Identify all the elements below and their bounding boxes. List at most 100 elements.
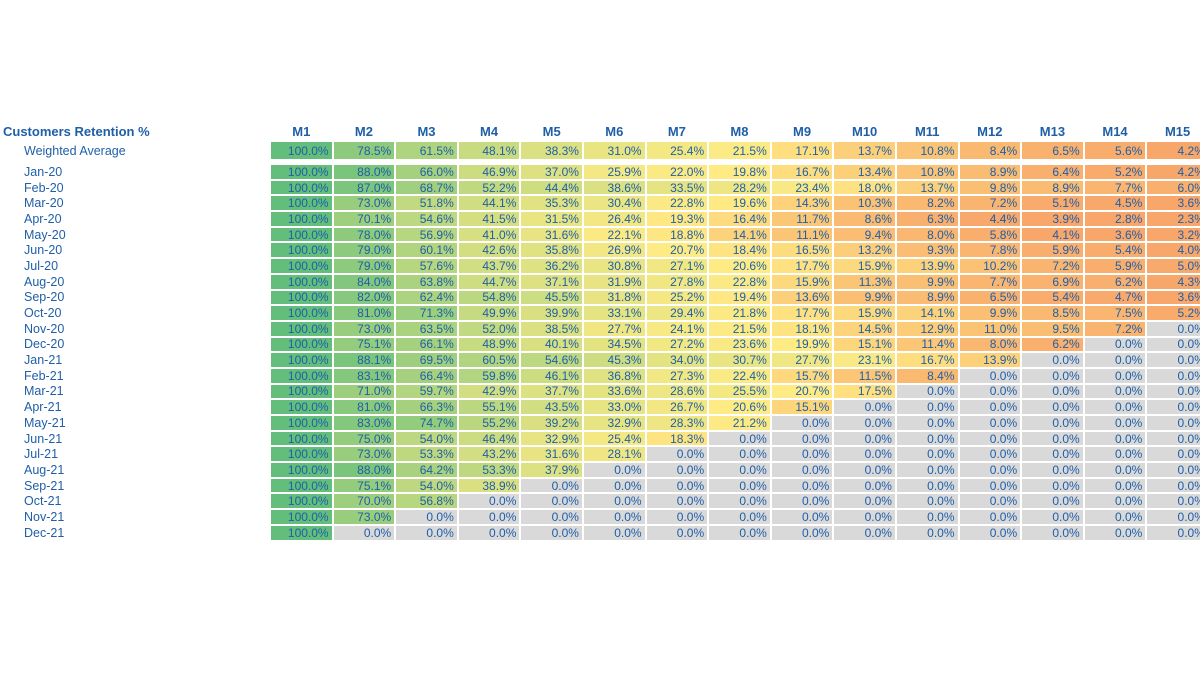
cohort-row[interactable]: Jul-20 100.0% 79.0% 57.6% 43.7% 36.2% 30.8% 27.…	[0, 258, 1200, 274]
retention-cell[interactable]: 0.0%	[645, 509, 709, 525]
retention-cell[interactable]: 0.0%	[833, 415, 896, 431]
retention-cell[interactable]: 32.9%	[582, 415, 646, 431]
retention-cell[interactable]: 13.7%	[895, 179, 959, 196]
retention-cell[interactable]: 49.9%	[457, 305, 521, 321]
retention-cell[interactable]: 9.3%	[895, 242, 959, 259]
retention-cell[interactable]: 38.6%	[582, 179, 646, 196]
retention-cell[interactable]: 22.1%	[582, 226, 646, 243]
retention-cell[interactable]: 5.0%	[1146, 258, 1200, 274]
retention-cell[interactable]: 2.3%	[1146, 211, 1200, 227]
retention-cell[interactable]: 0.0%	[895, 462, 959, 478]
retention-cell[interactable]: 5.8%	[958, 226, 1022, 243]
retention-cell[interactable]: 75.1%	[332, 477, 396, 494]
retention-cell[interactable]: 0.0%	[895, 430, 959, 447]
retention-cell[interactable]: 0.0%	[1021, 367, 1084, 384]
retention-cell[interactable]: 43.2%	[457, 446, 521, 463]
retention-cell[interactable]: 0.0%	[895, 415, 959, 431]
cohort-row[interactable]: May-20 100.0% 78.0% 56.9% 41.0% 31.6% 22.1% 18.…	[0, 226, 1200, 243]
retention-cell[interactable]: 81.0%	[332, 399, 396, 415]
retention-cell[interactable]: 4.0%	[1146, 242, 1200, 259]
retention-cell[interactable]: 0.0%	[395, 524, 458, 541]
retention-cell[interactable]: 100.0%	[270, 289, 333, 306]
retention-cell[interactable]: 0.0%	[833, 509, 896, 525]
retention-cell[interactable]: 0.0%	[833, 462, 896, 478]
retention-cell[interactable]: 5.4%	[1021, 289, 1084, 306]
retention-cell[interactable]: 60.1%	[395, 242, 458, 259]
retention-cell[interactable]: 63.5%	[395, 320, 458, 337]
cohort-row[interactable]: Jun-20 100.0% 79.0% 60.1% 42.6% 35.8% 26.9% 20.…	[0, 242, 1200, 259]
retention-cell[interactable]: 4.2%	[1146, 164, 1200, 180]
retention-cell[interactable]: 0.0%	[457, 509, 521, 525]
column-header-m13[interactable]: M13	[1039, 124, 1066, 139]
retention-cell[interactable]: 79.0%	[332, 242, 396, 259]
retention-cell[interactable]: 0.0%	[645, 446, 709, 463]
retention-cell[interactable]: 19.9%	[770, 336, 834, 353]
retention-cell[interactable]: 0.0%	[770, 462, 834, 478]
cohort-row[interactable]: Feb-21 100.0% 83.1% 66.4% 59.8% 46.1% 36.8% 27.…	[0, 367, 1200, 384]
retention-cell[interactable]: 19.8%	[708, 164, 771, 180]
retention-cell[interactable]: 60.5%	[457, 352, 521, 368]
retention-cell[interactable]: 38.5%	[520, 320, 583, 337]
retention-cell[interactable]: 52.0%	[457, 320, 521, 337]
retention-cell[interactable]: 6.5%	[1021, 141, 1084, 160]
retention-cell[interactable]: 46.1%	[520, 367, 583, 384]
retention-cell[interactable]: 100.0%	[270, 446, 333, 463]
retention-cell[interactable]: 23.1%	[833, 352, 896, 368]
retention-cell[interactable]: 42.9%	[457, 383, 521, 400]
retention-cell[interactable]: 0.0%	[1146, 352, 1200, 368]
retention-cell[interactable]: 0.0%	[770, 477, 834, 494]
retention-cell[interactable]: 16.7%	[770, 164, 834, 180]
retention-cell[interactable]: 11.0%	[958, 320, 1022, 337]
retention-cell[interactable]: 44.1%	[457, 195, 521, 212]
retention-cell[interactable]: 2.8%	[1083, 211, 1147, 227]
retention-cell[interactable]: 21.8%	[708, 305, 771, 321]
retention-cell[interactable]: 38.3%	[520, 141, 583, 160]
column-header-m9[interactable]: M9	[793, 124, 812, 139]
retention-cell[interactable]: 83.0%	[332, 415, 396, 431]
retention-cell[interactable]: 5.2%	[1146, 305, 1200, 321]
retention-cell[interactable]: 5.4%	[1083, 242, 1147, 259]
retention-cell[interactable]: 9.9%	[895, 273, 959, 290]
retention-cell[interactable]: 44.4%	[520, 179, 583, 196]
retention-cell[interactable]: 0.0%	[958, 415, 1022, 431]
retention-cell[interactable]: 3.2%	[1146, 226, 1200, 243]
retention-cell[interactable]: 0.0%	[958, 493, 1022, 510]
retention-cell[interactable]: 26.7%	[645, 399, 709, 415]
retention-cell[interactable]: 0.0%	[1083, 415, 1147, 431]
retention-cell[interactable]: 26.4%	[582, 211, 646, 227]
retention-cell[interactable]: 25.4%	[645, 141, 709, 160]
retention-cell[interactable]: 6.0%	[1146, 179, 1200, 196]
retention-cell[interactable]: 3.6%	[1083, 226, 1147, 243]
retention-cell[interactable]: 31.6%	[520, 446, 583, 463]
retention-cell[interactable]: 55.2%	[457, 415, 521, 431]
retention-cell[interactable]: 0.0%	[1021, 399, 1084, 415]
retention-cell[interactable]: 0.0%	[1146, 399, 1200, 415]
retention-cell[interactable]: 4.2%	[1146, 141, 1200, 160]
retention-cell[interactable]: 9.4%	[833, 226, 896, 243]
retention-cell[interactable]: 19.6%	[708, 195, 771, 212]
retention-cell[interactable]: 31.8%	[582, 289, 646, 306]
retention-cell[interactable]: 37.1%	[520, 273, 583, 290]
retention-cell[interactable]: 40.1%	[520, 336, 583, 353]
retention-cell[interactable]: 54.6%	[520, 352, 583, 368]
retention-cell[interactable]: 43.5%	[520, 399, 583, 415]
retention-cell[interactable]: 56.9%	[395, 226, 458, 243]
retention-cell[interactable]: 8.0%	[958, 336, 1022, 353]
retention-cell[interactable]: 7.7%	[1083, 179, 1147, 196]
retention-cell[interactable]: 0.0%	[1021, 477, 1084, 494]
retention-cell[interactable]: 0.0%	[520, 477, 583, 494]
retention-cell[interactable]: 61.5%	[395, 141, 458, 160]
retention-cell[interactable]: 8.6%	[833, 211, 896, 227]
retention-cell[interactable]: 0.0%	[1021, 430, 1084, 447]
retention-cell[interactable]: 8.0%	[895, 226, 959, 243]
retention-cell[interactable]: 7.5%	[1083, 305, 1147, 321]
retention-cell[interactable]: 78.0%	[332, 226, 396, 243]
retention-cell[interactable]: 100.0%	[270, 367, 333, 384]
cohort-row[interactable]: Jan-21 100.0% 88.1% 69.5% 60.5% 54.6% 45.3% 34.…	[0, 352, 1200, 368]
retention-cell[interactable]: 13.7%	[833, 141, 896, 160]
retention-cell[interactable]: 66.1%	[395, 336, 458, 353]
retention-cell[interactable]: 0.0%	[895, 524, 959, 541]
retention-cell[interactable]: 4.5%	[1083, 195, 1147, 212]
cohort-row[interactable]: Aug-20 100.0% 84.0% 63.8% 44.7% 37.1% 31.9% 27.…	[0, 273, 1200, 290]
retention-cell[interactable]: 0.0%	[1083, 524, 1147, 541]
